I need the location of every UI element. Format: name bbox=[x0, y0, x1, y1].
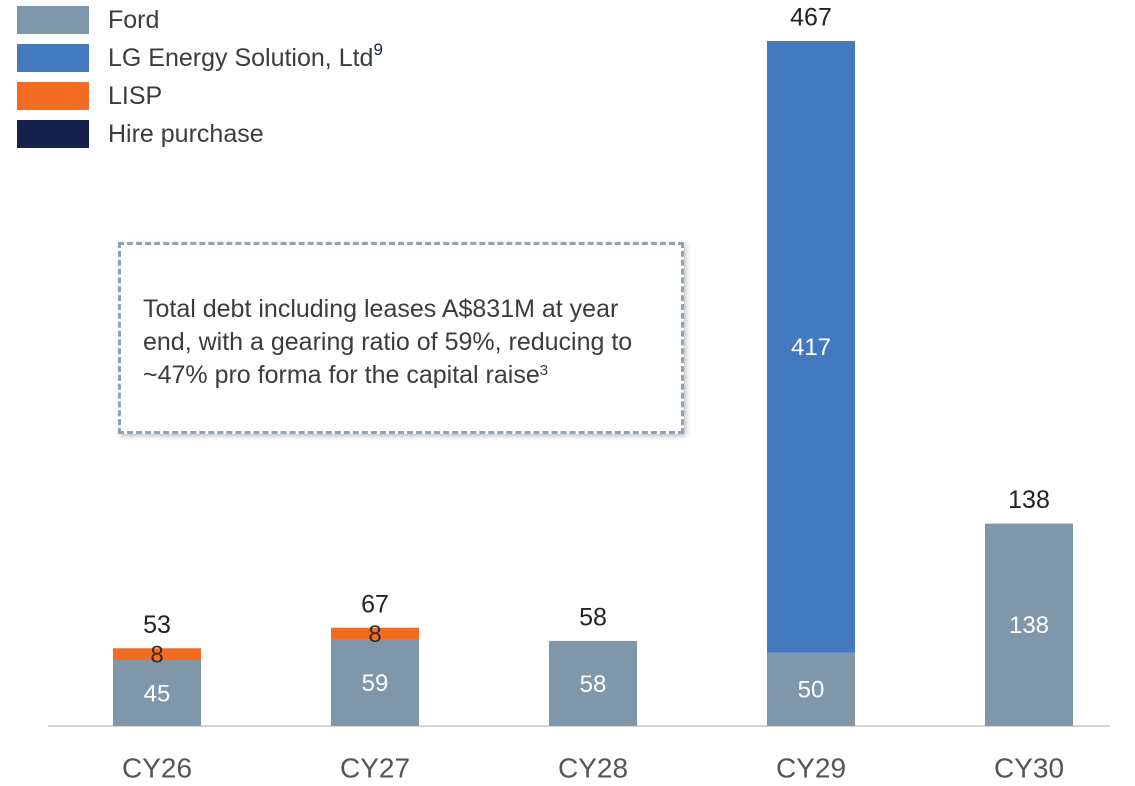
bar-segment bbox=[331, 627, 419, 640]
total-label: 138 bbox=[1008, 486, 1050, 514]
x-tick-label: CY29 bbox=[776, 752, 846, 783]
legend-text: LISP bbox=[108, 82, 162, 110]
value-label: 58 bbox=[580, 671, 607, 698]
legend-text: Ford bbox=[108, 6, 159, 34]
total-label: 58 bbox=[579, 604, 607, 632]
value-label: 138 bbox=[1009, 612, 1049, 639]
value-label: 45 bbox=[144, 680, 171, 707]
x-tick-label: CY30 bbox=[994, 752, 1064, 783]
bar-segment bbox=[113, 648, 201, 660]
bar-segment bbox=[767, 41, 855, 653]
legend-text: Hire purchase bbox=[108, 120, 264, 148]
total-label: 67 bbox=[361, 590, 389, 618]
total-label: 467 bbox=[790, 4, 832, 32]
value-label: 8 bbox=[368, 621, 381, 648]
bar-segment bbox=[331, 639, 419, 726]
legend-note: 9 bbox=[373, 40, 382, 59]
legend-label: Hire purchase bbox=[108, 120, 264, 148]
bar-segment bbox=[767, 652, 855, 726]
x-tick-label: CY28 bbox=[558, 752, 628, 783]
legend-swatch bbox=[17, 120, 89, 148]
value-label: 59 bbox=[362, 670, 389, 697]
annotation-note: 3 bbox=[539, 362, 549, 379]
total-label: 53 bbox=[143, 611, 171, 639]
legend-swatch bbox=[17, 6, 89, 34]
legend-swatch bbox=[17, 82, 89, 110]
legend-text: LG Energy Solution, Ltd bbox=[108, 44, 373, 72]
x-tick-label: CY27 bbox=[340, 752, 410, 783]
value-label: 417 bbox=[791, 334, 831, 361]
value-label: 50 bbox=[798, 677, 825, 704]
value-label: 8 bbox=[150, 641, 163, 668]
legend-label: Ford bbox=[108, 6, 159, 34]
bar-segment bbox=[985, 523, 1073, 726]
x-tick-label: CY26 bbox=[122, 752, 192, 783]
annotation-box: Total debt including leases A$831M at ye… bbox=[118, 242, 684, 434]
bar-segment bbox=[113, 659, 201, 726]
legend-label: LISP bbox=[108, 82, 162, 110]
bar-segment bbox=[549, 640, 637, 726]
legend-swatch bbox=[17, 44, 89, 72]
annotation-text: Total debt including leases A$831M at ye… bbox=[143, 295, 633, 389]
legend-label: LG Energy Solution, Ltd9 bbox=[108, 40, 383, 71]
